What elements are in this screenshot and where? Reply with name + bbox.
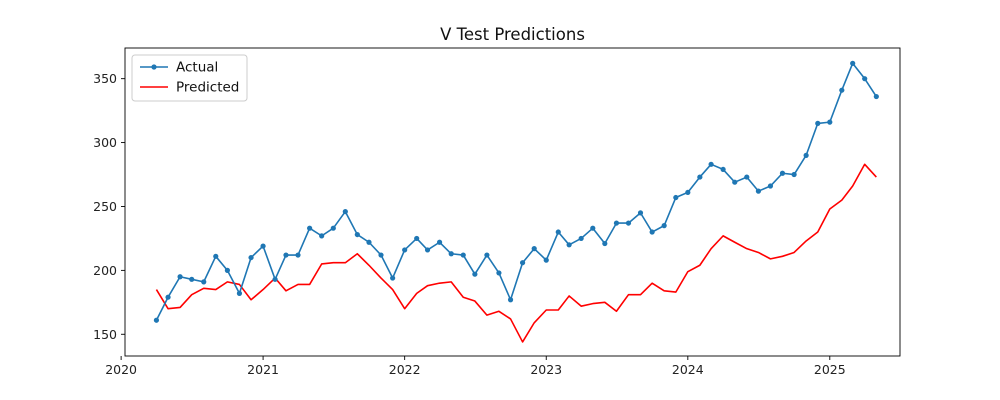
- legend-actual-marker: [151, 64, 157, 70]
- actual-data-point: [543, 257, 549, 263]
- chart-title: V Test Predictions: [440, 25, 585, 44]
- legend: Actual Predicted: [131, 54, 248, 102]
- y-tick-label: 150: [93, 327, 117, 342]
- actual-data-point: [850, 60, 856, 66]
- actual-data-point: [366, 239, 372, 245]
- actual-data-point: [260, 243, 266, 249]
- actual-data-point: [637, 210, 644, 216]
- actual-data-point: [177, 274, 183, 280]
- legend-actual-label: Actual: [176, 60, 218, 76]
- y-axis: 150 200 250 300 350: [93, 71, 125, 342]
- actual-data-point: [342, 208, 348, 215]
- actual-data-point: [839, 87, 845, 93]
- actual-data-point: [390, 275, 396, 281]
- actual-data-point: [378, 252, 384, 258]
- actual-data-point: [862, 76, 868, 82]
- y-tick-label: 300: [93, 135, 117, 150]
- y-tick-label: 250: [93, 199, 117, 214]
- x-tick-label: 2023: [530, 362, 562, 377]
- actual-data-point: [720, 166, 726, 173]
- actual-data-point: [507, 297, 514, 303]
- actual-data-point: [496, 270, 502, 276]
- actual-data-point: [272, 276, 278, 282]
- actual-data-point: [295, 252, 301, 258]
- actual-series-line: [155, 62, 878, 321]
- actual-data-point: [767, 183, 774, 189]
- actual-data-point: [165, 294, 171, 300]
- actual-data-point: [531, 246, 537, 252]
- x-axis: 2020 2021 2022 2023 2024 2025: [105, 356, 846, 377]
- actual-data-point: [354, 231, 360, 238]
- actual-data-point: [153, 317, 160, 323]
- actual-data-point: [755, 188, 762, 194]
- y-tick-label: 200: [93, 263, 117, 278]
- actual-data-point: [307, 225, 313, 231]
- x-tick-label: 2024: [672, 362, 704, 377]
- actual-data-point: [519, 260, 526, 266]
- y-tick-label: 350: [93, 71, 117, 86]
- actual-data-point: [590, 225, 596, 231]
- actual-data-point: [472, 271, 478, 277]
- actual-data-point: [319, 233, 325, 239]
- actual-data-point: [555, 229, 561, 235]
- actual-data-point: [815, 120, 821, 126]
- x-tick-label: 2021: [247, 362, 279, 377]
- actual-data-point: [283, 252, 289, 258]
- actual-data-point: [625, 220, 632, 226]
- actual-data-point: [708, 161, 714, 167]
- actual-data-point: [661, 223, 667, 229]
- actual-data-point: [484, 252, 490, 258]
- actual-data-point: [673, 194, 679, 201]
- plot-area: [124, 47, 901, 357]
- actual-data-point: [402, 247, 408, 253]
- actual-data-point: [330, 225, 336, 231]
- actual-data-point: [803, 152, 809, 158]
- legend-predicted-label: Predicted: [176, 80, 239, 96]
- actual-data-point: [189, 276, 195, 282]
- actual-data-point: [779, 170, 786, 176]
- actual-data-point: [613, 220, 620, 226]
- actual-data-point: [460, 252, 466, 258]
- actual-data-point: [224, 267, 230, 273]
- actual-data-point: [697, 174, 703, 180]
- actual-data-point: [414, 235, 420, 242]
- x-tick-label: 2022: [389, 362, 421, 377]
- actual-data-point: [236, 290, 243, 296]
- actual-data-point: [448, 251, 454, 257]
- actual-data-point: [213, 253, 219, 259]
- x-tick-label: 2025: [814, 362, 846, 377]
- actual-data-point: [791, 171, 797, 178]
- actual-data-point: [424, 247, 431, 253]
- actual-data-point: [873, 93, 879, 100]
- actual-data-point: [685, 189, 691, 196]
- actual-data-point: [436, 239, 443, 245]
- actual-data-point: [827, 119, 833, 125]
- plot-frame: [124, 47, 901, 357]
- actual-data-point: [649, 229, 655, 235]
- actual-data-point: [201, 279, 207, 285]
- actual-data-point: [566, 242, 572, 248]
- actual-data-point: [578, 235, 584, 242]
- actual-data-point: [744, 174, 750, 180]
- actual-data-point: [602, 240, 608, 247]
- actual-data-point: [732, 179, 738, 185]
- x-tick-label: 2020: [105, 362, 137, 377]
- actual-data-point: [248, 254, 254, 261]
